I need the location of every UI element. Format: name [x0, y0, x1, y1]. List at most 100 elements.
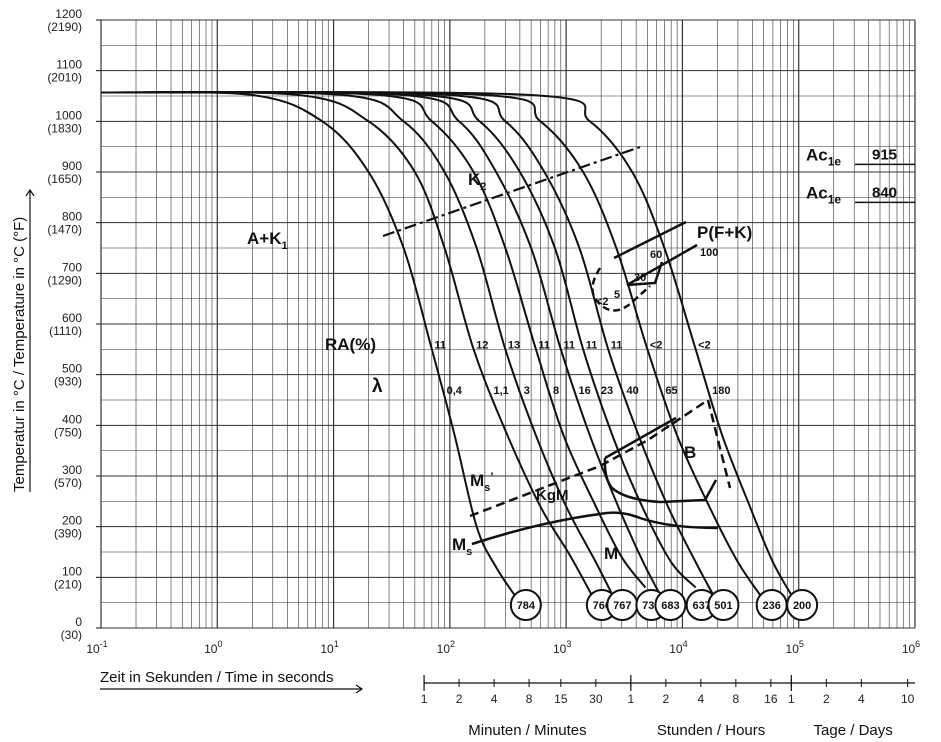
cooling-curve [100, 91, 767, 604]
hardness-value: 766 [593, 600, 611, 612]
hardness-value: 683 [661, 600, 679, 612]
pearlite-end-line [626, 243, 698, 287]
hardness-circle [509, 589, 542, 621]
pearlite-dashed-boundary [591, 267, 651, 312]
cooling-curve [100, 91, 719, 604]
y-tick-label-celsius: 0 [75, 615, 82, 629]
hardness-circle [654, 589, 687, 621]
y-tick-label-celsius: 300 [62, 463, 82, 477]
x-axis-arrow [100, 684, 364, 694]
y-tick-label-celsius: 1100 [56, 58, 82, 72]
axis-titles: Zeit in Sekunden / Time in seconds Tempe… [11, 188, 364, 694]
y-tick-label-fahrenheit: (1470) [47, 223, 82, 237]
ra-value: 11 [611, 339, 623, 351]
lambda-values: 0,4 1,1 3 8 16 23 40 65 180 [447, 385, 731, 397]
scale-tick-label: 15 [554, 692, 568, 706]
x-axis-ticks: 10-1 100 101 102 103 104 105 106 [86, 639, 920, 656]
cooling-curve [100, 91, 597, 604]
hardness-value: 767 [613, 600, 631, 612]
ra-value: <2 [698, 339, 711, 351]
lambda-value: 0,4 [447, 385, 463, 397]
ra-value: 11 [586, 339, 598, 351]
x-axis-title: Zeit in Sekunden / Time in seconds [100, 669, 333, 686]
hardness-value: 200 [793, 600, 811, 612]
y-tick-label-fahrenheit: (1110) [49, 324, 82, 338]
pearlite-start-line [613, 220, 687, 260]
ac-value: 840 [872, 184, 897, 201]
hardness-value: 784 [517, 600, 536, 612]
hardness-value: 236 [763, 600, 781, 612]
cooling-curve [100, 91, 521, 604]
ra-values: 11 12 13 11 11 11 11 <2 <2 [434, 339, 710, 351]
x-tick-label: 102 [437, 639, 455, 656]
hardness-value: 637 [692, 600, 710, 612]
x-tick-label: 106 [902, 639, 920, 656]
y-tick-label-fahrenheit: (2010) [47, 71, 82, 85]
y-tick-label-fahrenheit: (210) [54, 577, 82, 591]
lambda-value: 8 [553, 385, 559, 397]
lambda-row-label: λ [372, 376, 383, 397]
x-tick-label: 101 [320, 639, 338, 656]
lambda-value: 180 [712, 385, 730, 397]
ra-row-label: RA(%) [325, 335, 376, 354]
scale-tick-label: 1 [627, 692, 634, 706]
pearlite-number: 100 [700, 247, 718, 259]
cooling-curves [100, 91, 797, 604]
hardness-circle [786, 589, 819, 621]
lambda-value: 3 [524, 385, 530, 397]
ac-value: 915 [872, 146, 897, 163]
grid [100, 19, 916, 629]
secondary-time-scales: 1 2 4 8 15 30 Minuten / Minutes 1 2 4 8 16 Stunden /… [421, 675, 915, 739]
scale-tick-label: 2 [662, 692, 669, 706]
y-tick-label-fahrenheit: (1830) [47, 121, 82, 135]
scale-title: Stunden / Hours [657, 722, 765, 739]
pearlite-number: 30 [634, 272, 646, 284]
y-tick-label-fahrenheit: (30) [61, 628, 82, 642]
y-tick-label-celsius: 500 [62, 362, 82, 376]
region-label-ms-prime: Ms’ [470, 470, 494, 494]
ra-value: 11 [563, 339, 575, 351]
y-tick-label-celsius: 400 [62, 412, 82, 426]
region-labels: A+K1 K2 P(F+K) B KgM M Ms Ms’ RA(%) λ <2… [247, 170, 752, 563]
scale-tick-label: 8 [526, 692, 533, 706]
lambda-value: 16 [578, 385, 590, 397]
scale-tick-label: 8 [733, 692, 740, 706]
scale-tick-label: 16 [764, 692, 778, 706]
cooling-curve [100, 91, 647, 589]
hardness-value: 501 [714, 600, 732, 612]
lambda-value: 65 [665, 385, 677, 397]
scale-tick-label: 10 [901, 692, 915, 706]
ms-line [471, 511, 719, 546]
scale-tick-label: 4 [858, 692, 865, 706]
ra-value: 12 [476, 339, 488, 351]
pearlite-number: 5 [614, 289, 620, 301]
region-label-a-k1: A+K1 [247, 229, 288, 252]
y-tick-label-celsius: 100 [62, 564, 82, 578]
x-tick-label: 10-1 [86, 639, 107, 656]
lambda-value: 23 [601, 385, 613, 397]
scale-tick-label: 1 [421, 692, 428, 706]
x-tick-label: 105 [786, 639, 804, 656]
scale-tick-label: 2 [823, 692, 830, 706]
ac-lines: Ac1e 915 Ac1e 840 [806, 145, 915, 206]
x-tick-label: 104 [669, 639, 687, 656]
y-tick-label-celsius: 200 [62, 514, 82, 528]
ra-value: 13 [508, 339, 520, 351]
hardness-circles: 784 766 767 734 683 637 501 236 200 [509, 589, 819, 621]
scale-title: Tage / Days [814, 722, 893, 739]
y-tick-label-fahrenheit: (930) [54, 375, 82, 389]
scale-tick-label: 2 [456, 692, 463, 706]
ra-value: <2 [650, 339, 663, 351]
lambda-value: 40 [627, 385, 639, 397]
y-tick-label-celsius: 900 [62, 159, 82, 173]
ac-label: Ac1e [806, 145, 841, 168]
region-label-kgm: KgM [536, 487, 569, 504]
cooling-curve [100, 91, 697, 589]
region-label-bainite: B [684, 443, 696, 462]
y-tick-label-fahrenheit: (2190) [47, 20, 82, 34]
y-axis-title: Temperatur in °C / Temperature in °C (°F… [11, 217, 28, 492]
transformation-lines [382, 145, 732, 546]
y-tick-label-celsius: 1200 [55, 7, 82, 21]
bainite-boundary [603, 416, 718, 504]
